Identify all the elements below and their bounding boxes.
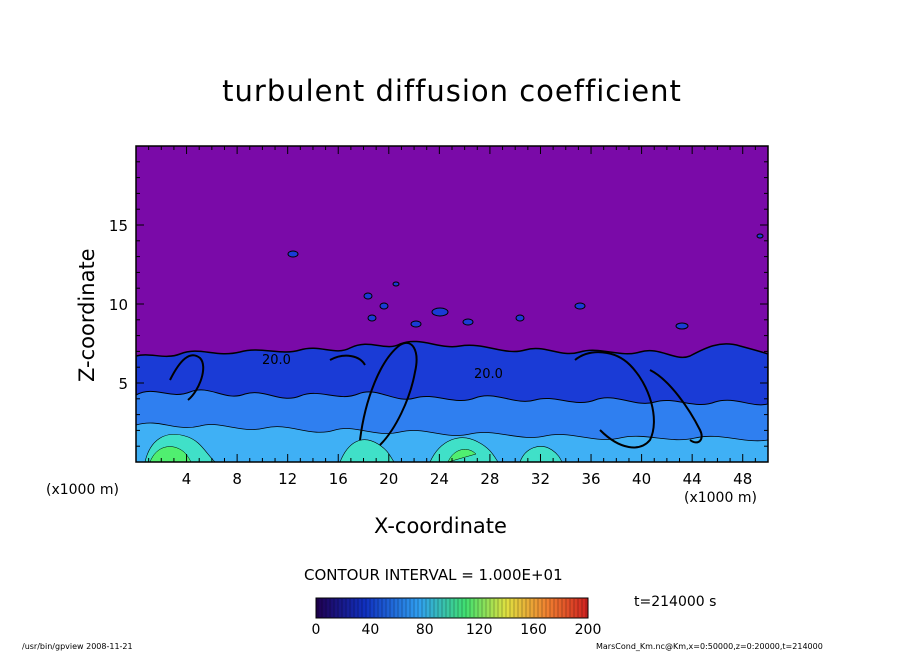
x-tick-label: 16 xyxy=(329,470,348,488)
x-tick-label: 32 xyxy=(531,470,550,488)
x-tick-label: 8 xyxy=(232,470,242,488)
colorbar-tick-label: 40 xyxy=(361,622,380,638)
colorbar-tick-label: 160 xyxy=(520,622,547,638)
colorbar-tick-label: 120 xyxy=(465,622,493,638)
x-unit-left: (x1000 m) xyxy=(46,482,119,498)
footer-command: /usr/bin/gpview 2008-11-21 xyxy=(22,642,133,651)
x-tick-label: 20 xyxy=(379,470,398,488)
colorbar-tick-label: 200 xyxy=(574,622,602,638)
colorbar-tick-label: 80 xyxy=(415,622,434,638)
y-axis-label: Z-coordinate xyxy=(75,248,99,382)
colorbar-tick-label: 0 xyxy=(311,622,321,638)
x-tick-label: 36 xyxy=(581,470,600,488)
y-tick-label: 15 xyxy=(109,217,128,235)
x-unit-right: (x1000 m) xyxy=(684,490,757,506)
contour-blobs xyxy=(287,233,764,330)
contour-label-1: 20.0 xyxy=(262,353,291,368)
x-axis: 4 8 12 16 20 24 28 32 36 40 44 48 xyxy=(135,146,769,488)
turbulent-field xyxy=(136,233,768,462)
x-tick-label: 4 xyxy=(182,470,192,488)
time-label: t=214000 s xyxy=(634,594,717,610)
footer-dataset: MarsCond_Km.nc@Km,x=0:50000,z=0:20000,t=… xyxy=(596,642,823,651)
x-tick-label: 12 xyxy=(278,470,297,488)
x-tick-label: 44 xyxy=(683,470,702,488)
contour-lines xyxy=(169,342,703,449)
y-tick-label: 5 xyxy=(118,375,128,393)
x-axis-label: X-coordinate xyxy=(374,514,507,538)
x-tick-label: 40 xyxy=(632,470,651,488)
colorbar xyxy=(315,597,589,619)
turbulent-layer-5 xyxy=(149,446,477,462)
y-tick-label: 10 xyxy=(109,296,128,314)
chart-title: turbulent diffusion coefficient xyxy=(222,74,682,108)
y-axis: 5 10 15 xyxy=(109,145,768,463)
x-tick-label: 28 xyxy=(480,470,499,488)
colorbar-stripes xyxy=(317,599,587,617)
contour-interval: CONTOUR INTERVAL = 1.000E+01 xyxy=(304,566,563,584)
x-tick-label: 24 xyxy=(430,470,449,488)
x-tick-label: 48 xyxy=(733,470,752,488)
contour-label-2: 20.0 xyxy=(474,367,503,382)
